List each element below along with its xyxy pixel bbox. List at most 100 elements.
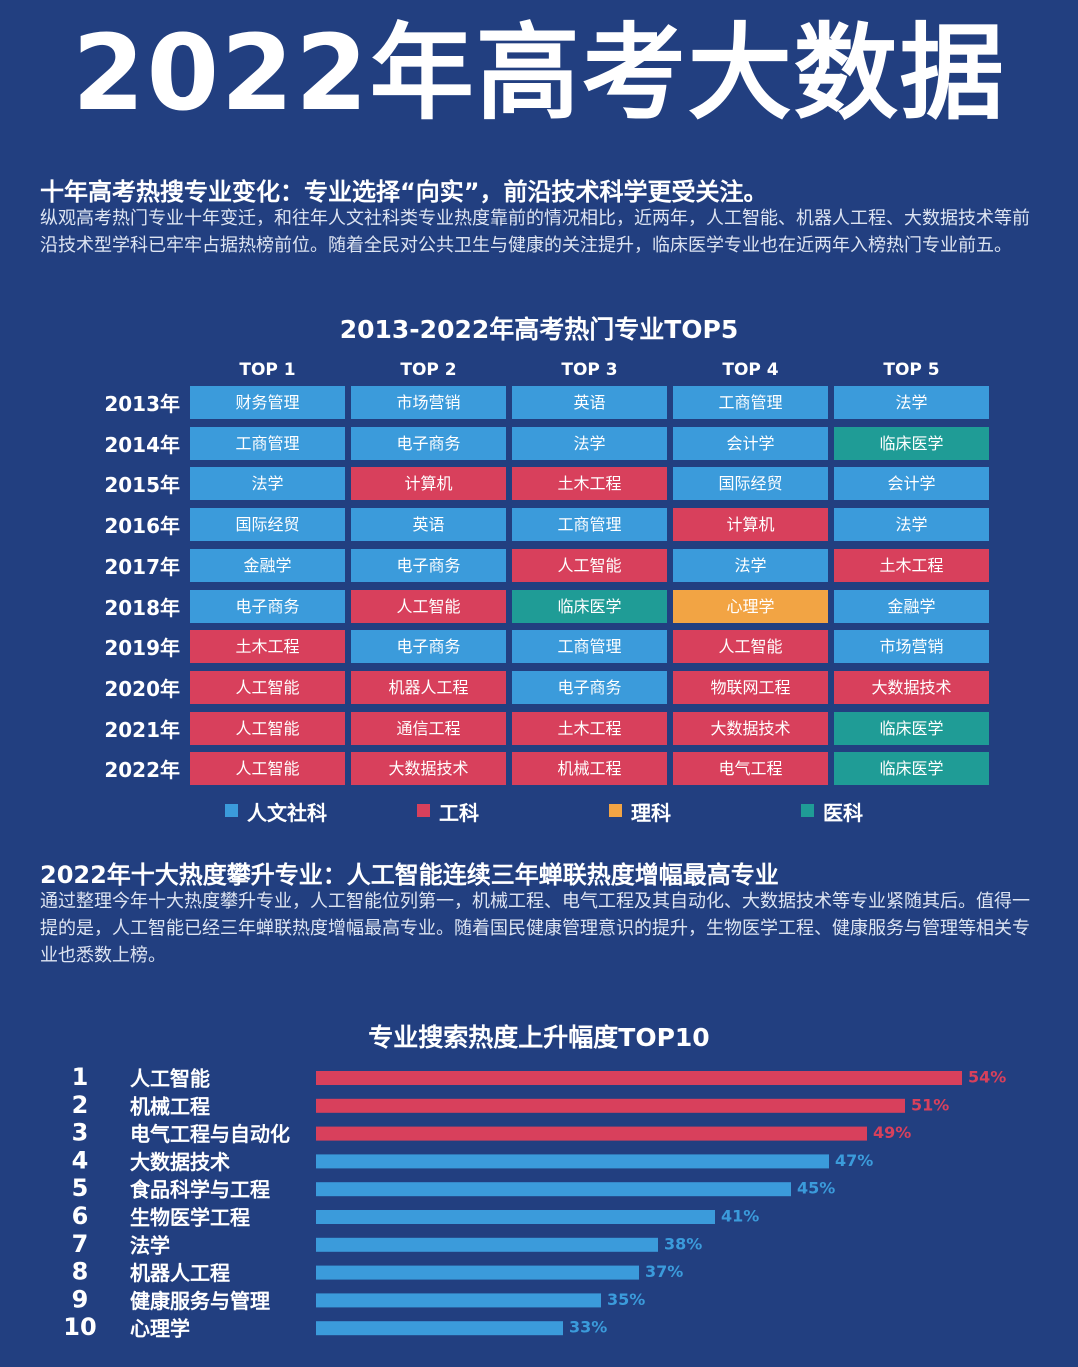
row-year: 2019年: [104, 636, 180, 661]
table-cell: 电子商务: [351, 630, 506, 664]
table-cell: 人工智能: [673, 630, 828, 664]
table-cell: 电子商务: [512, 670, 667, 704]
bar: [316, 1126, 867, 1141]
table-cell: 财务管理: [190, 386, 345, 419]
column-header: TOP 4: [722, 360, 779, 380]
rank-label: 7: [72, 1230, 89, 1258]
row-year: 2013年: [104, 392, 180, 416]
table-title: 2013-2022年高考热门专业TOP5: [339, 315, 739, 344]
column-header: TOP 1: [239, 360, 296, 380]
rank-label: 6: [72, 1202, 89, 1230]
category-label: 食品科学与工程: [130, 1178, 270, 1202]
row-year: 2017年: [104, 554, 180, 579]
legend-label: 医科: [823, 801, 863, 825]
row-year: 2018年: [104, 595, 180, 620]
row-year: 2021年: [104, 717, 180, 742]
table-cell: 大数据技术: [351, 752, 506, 786]
category-label: 法学: [130, 1233, 170, 1257]
category-label: 机械工程: [130, 1094, 210, 1118]
column-header: TOP 5: [883, 360, 940, 380]
table-cell: 人工智能: [190, 752, 345, 786]
legend-swatch: [417, 804, 430, 817]
table-cell: 大数据技术: [834, 670, 989, 704]
table-cell: 机械工程: [512, 752, 667, 786]
legend-swatch: [225, 804, 238, 817]
table-cell: 市场营销: [834, 630, 989, 664]
table-cell: 法学: [512, 426, 667, 460]
category-label: 电气工程与自动化: [130, 1122, 290, 1146]
value-label: 49%: [873, 1123, 911, 1142]
section-text: 通过整理今年十大热度攀升专业，人工智能位列第一，机械工程、电气工程及其自动化、大…: [40, 891, 1030, 966]
table-cell: 工商管理: [673, 386, 828, 419]
table-cell: 法学: [834, 386, 989, 419]
table-cell: 土木工程: [512, 711, 667, 745]
table-cell: 通信工程: [351, 711, 506, 745]
table-cell: 土木工程: [512, 467, 667, 501]
legend-label: 理科: [631, 801, 671, 825]
table-cell: 电子商务: [190, 589, 345, 623]
category-label: 心理学: [130, 1317, 190, 1341]
table-cell: 会计学: [834, 467, 989, 501]
table-cell: 计算机: [351, 467, 506, 501]
row-year: 2022年: [104, 758, 180, 783]
row-year: 2020年: [104, 676, 180, 701]
bar: [316, 1210, 715, 1224]
table-cell: 金融学: [834, 589, 989, 623]
table-cell: 法学: [190, 467, 345, 501]
table-cell: 土木工程: [834, 548, 989, 582]
table-cell: 人工智能: [351, 589, 506, 623]
value-label: 54%: [968, 1068, 1006, 1087]
bar: [316, 1293, 601, 1308]
category-label: 大数据技术: [130, 1150, 230, 1174]
value-label: 47%: [835, 1151, 873, 1170]
category-label: 生物医学工程: [130, 1206, 250, 1230]
table-cell: 人工智能: [512, 548, 667, 582]
table-cell: 电气工程: [673, 752, 828, 786]
table-cell: 法学: [673, 548, 828, 582]
table-cell: 国际经贸: [190, 508, 345, 542]
legend-label: 工科: [439, 801, 479, 825]
table-cell: 工商管理: [512, 630, 667, 664]
category-label: 机器人工程: [130, 1261, 230, 1285]
table-cell: 物联网工程: [673, 670, 828, 704]
rank-label: 9: [72, 1285, 89, 1313]
bar: [316, 1321, 563, 1336]
category-label: 人工智能: [130, 1067, 210, 1091]
bar: [316, 1098, 905, 1113]
table-cell: 金融学: [190, 548, 345, 582]
bar: [316, 1071, 962, 1085]
table-cell: 市场营销: [351, 386, 506, 419]
page-title: 2022年高考大数据: [72, 12, 1006, 134]
table-cell: 电子商务: [351, 548, 506, 582]
table-cell: 法学: [834, 508, 989, 542]
bar: [316, 1265, 639, 1280]
legend-label: 人文社科: [247, 801, 327, 825]
table-cell: 计算机: [673, 508, 828, 542]
legend-swatch: [609, 804, 622, 817]
table-cell: 临床医学: [834, 752, 989, 786]
rank-label: 2: [72, 1091, 89, 1119]
section-heading: 十年高考热搜专业变化：专业选择“向实”，前沿技术科学更受关注。: [40, 178, 768, 206]
table-cell: 英语: [512, 386, 667, 419]
rank-label: 3: [72, 1119, 89, 1147]
table-cell: 临床医学: [834, 711, 989, 745]
table-cell: 工商管理: [512, 508, 667, 542]
table-cell: 临床医学: [834, 426, 989, 460]
value-label: 38%: [664, 1234, 702, 1253]
section-heading: 2022年十大热度攀升专业：人工智能连续三年蝉联热度增幅最高专业: [40, 861, 779, 889]
legend-swatch: [801, 804, 814, 817]
row-year: 2016年: [104, 514, 180, 539]
table-cell: 临床医学: [512, 589, 667, 623]
value-label: 45%: [797, 1179, 835, 1198]
table-cell: 人工智能: [190, 670, 345, 704]
table-cell: 国际经贸: [673, 467, 828, 501]
value-label: 33%: [569, 1318, 607, 1337]
table-cell: 大数据技术: [673, 711, 828, 745]
bar: [316, 1182, 791, 1197]
row-year: 2015年: [104, 473, 180, 498]
value-label: 37%: [645, 1262, 683, 1281]
table-cell: 工商管理: [190, 426, 345, 460]
table-cell: 人工智能: [190, 711, 345, 745]
column-header: TOP 2: [400, 360, 457, 380]
